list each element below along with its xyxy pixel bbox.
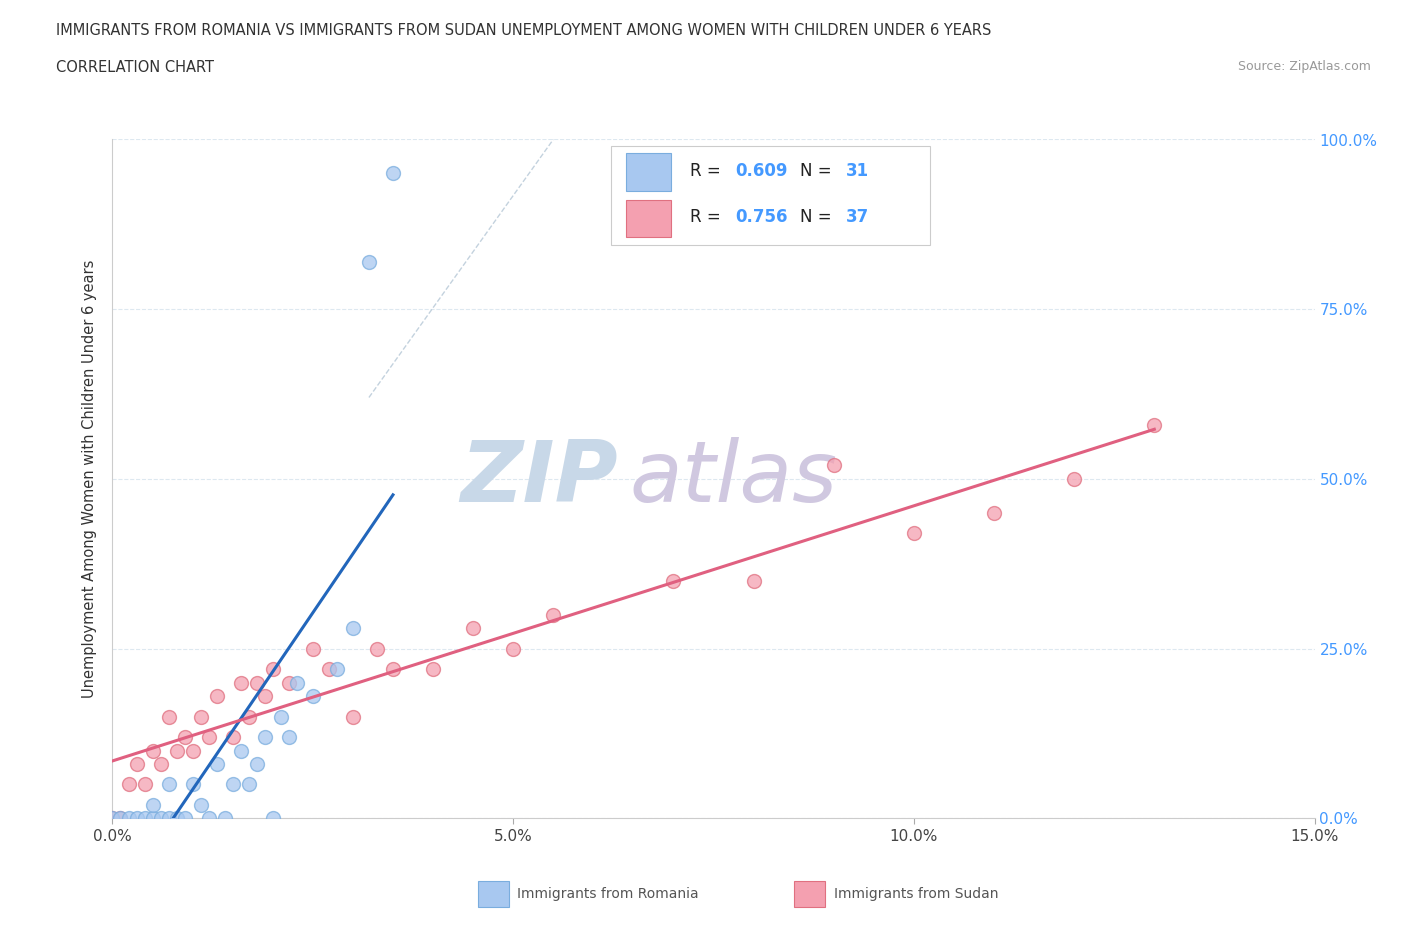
Text: N =: N = (800, 162, 837, 179)
Text: R =: R = (689, 162, 725, 179)
Point (342, 621, 364, 636)
Point (197, 729, 219, 744)
Text: 0.756: 0.756 (735, 208, 787, 226)
Point (166, 811, 188, 826)
Point (173, 811, 195, 826)
Point (125, 757, 148, 772)
Point (229, 743, 252, 758)
Point (222, 729, 245, 744)
Point (366, 642, 388, 657)
Point (166, 743, 188, 758)
Point (101, 811, 124, 826)
Point (117, 777, 139, 792)
Point (277, 675, 299, 690)
Point (229, 675, 252, 690)
Point (246, 675, 269, 690)
Point (285, 675, 308, 690)
Point (157, 811, 180, 826)
Point (149, 811, 172, 826)
Point (262, 661, 284, 676)
Point (382, 661, 405, 676)
Point (205, 689, 228, 704)
Point (302, 689, 325, 704)
Point (262, 811, 284, 826)
Point (318, 661, 340, 676)
Text: 37: 37 (846, 208, 869, 226)
Point (382, 166, 405, 181)
Text: N =: N = (800, 208, 837, 226)
Point (141, 811, 163, 826)
Point (270, 710, 292, 724)
Point (1143, 418, 1166, 432)
Point (134, 811, 156, 826)
Point (983, 506, 1005, 521)
Point (125, 811, 148, 826)
Text: 31: 31 (846, 162, 869, 179)
Point (181, 743, 204, 758)
Point (190, 710, 212, 724)
Point (302, 642, 325, 657)
Point (502, 642, 524, 657)
Point (253, 689, 276, 704)
Point (141, 797, 163, 812)
Text: Immigrants from Romania: Immigrants from Romania (517, 886, 699, 901)
Point (134, 777, 156, 792)
Point (190, 797, 212, 812)
Point (357, 254, 380, 269)
Y-axis label: Unemployment Among Women with Children Under 6 years: Unemployment Among Women with Children U… (82, 259, 97, 698)
Point (543, 607, 565, 622)
Point (222, 777, 245, 792)
Point (157, 777, 180, 792)
Point (110, 811, 132, 826)
Point (246, 757, 269, 772)
Point (197, 811, 219, 826)
Text: atlas: atlas (630, 437, 838, 521)
FancyBboxPatch shape (626, 200, 672, 237)
Point (181, 777, 204, 792)
Point (326, 661, 349, 676)
Point (422, 661, 444, 676)
Point (110, 811, 132, 826)
Point (173, 729, 195, 744)
Point (149, 757, 172, 772)
Point (1063, 472, 1085, 486)
Point (742, 573, 765, 589)
Point (157, 710, 180, 724)
Point (342, 710, 364, 724)
Point (823, 458, 845, 472)
Point (205, 757, 228, 772)
Point (253, 729, 276, 744)
Point (214, 811, 236, 826)
FancyBboxPatch shape (612, 146, 929, 245)
Text: 0.609: 0.609 (735, 162, 787, 179)
Point (461, 621, 484, 636)
Text: Immigrants from Sudan: Immigrants from Sudan (834, 886, 998, 901)
Point (277, 729, 299, 744)
Text: Source: ZipAtlas.com: Source: ZipAtlas.com (1237, 60, 1371, 73)
Text: ZIP: ZIP (460, 437, 617, 521)
FancyBboxPatch shape (626, 153, 672, 191)
Text: CORRELATION CHART: CORRELATION CHART (56, 60, 214, 75)
Point (238, 710, 260, 724)
Point (662, 573, 685, 589)
Point (101, 811, 124, 826)
Point (141, 743, 163, 758)
Point (903, 525, 925, 540)
Text: R =: R = (689, 208, 725, 226)
Point (238, 777, 260, 792)
Point (117, 811, 139, 826)
Text: IMMIGRANTS FROM ROMANIA VS IMMIGRANTS FROM SUDAN UNEMPLOYMENT AMONG WOMEN WITH C: IMMIGRANTS FROM ROMANIA VS IMMIGRANTS FR… (56, 23, 991, 38)
